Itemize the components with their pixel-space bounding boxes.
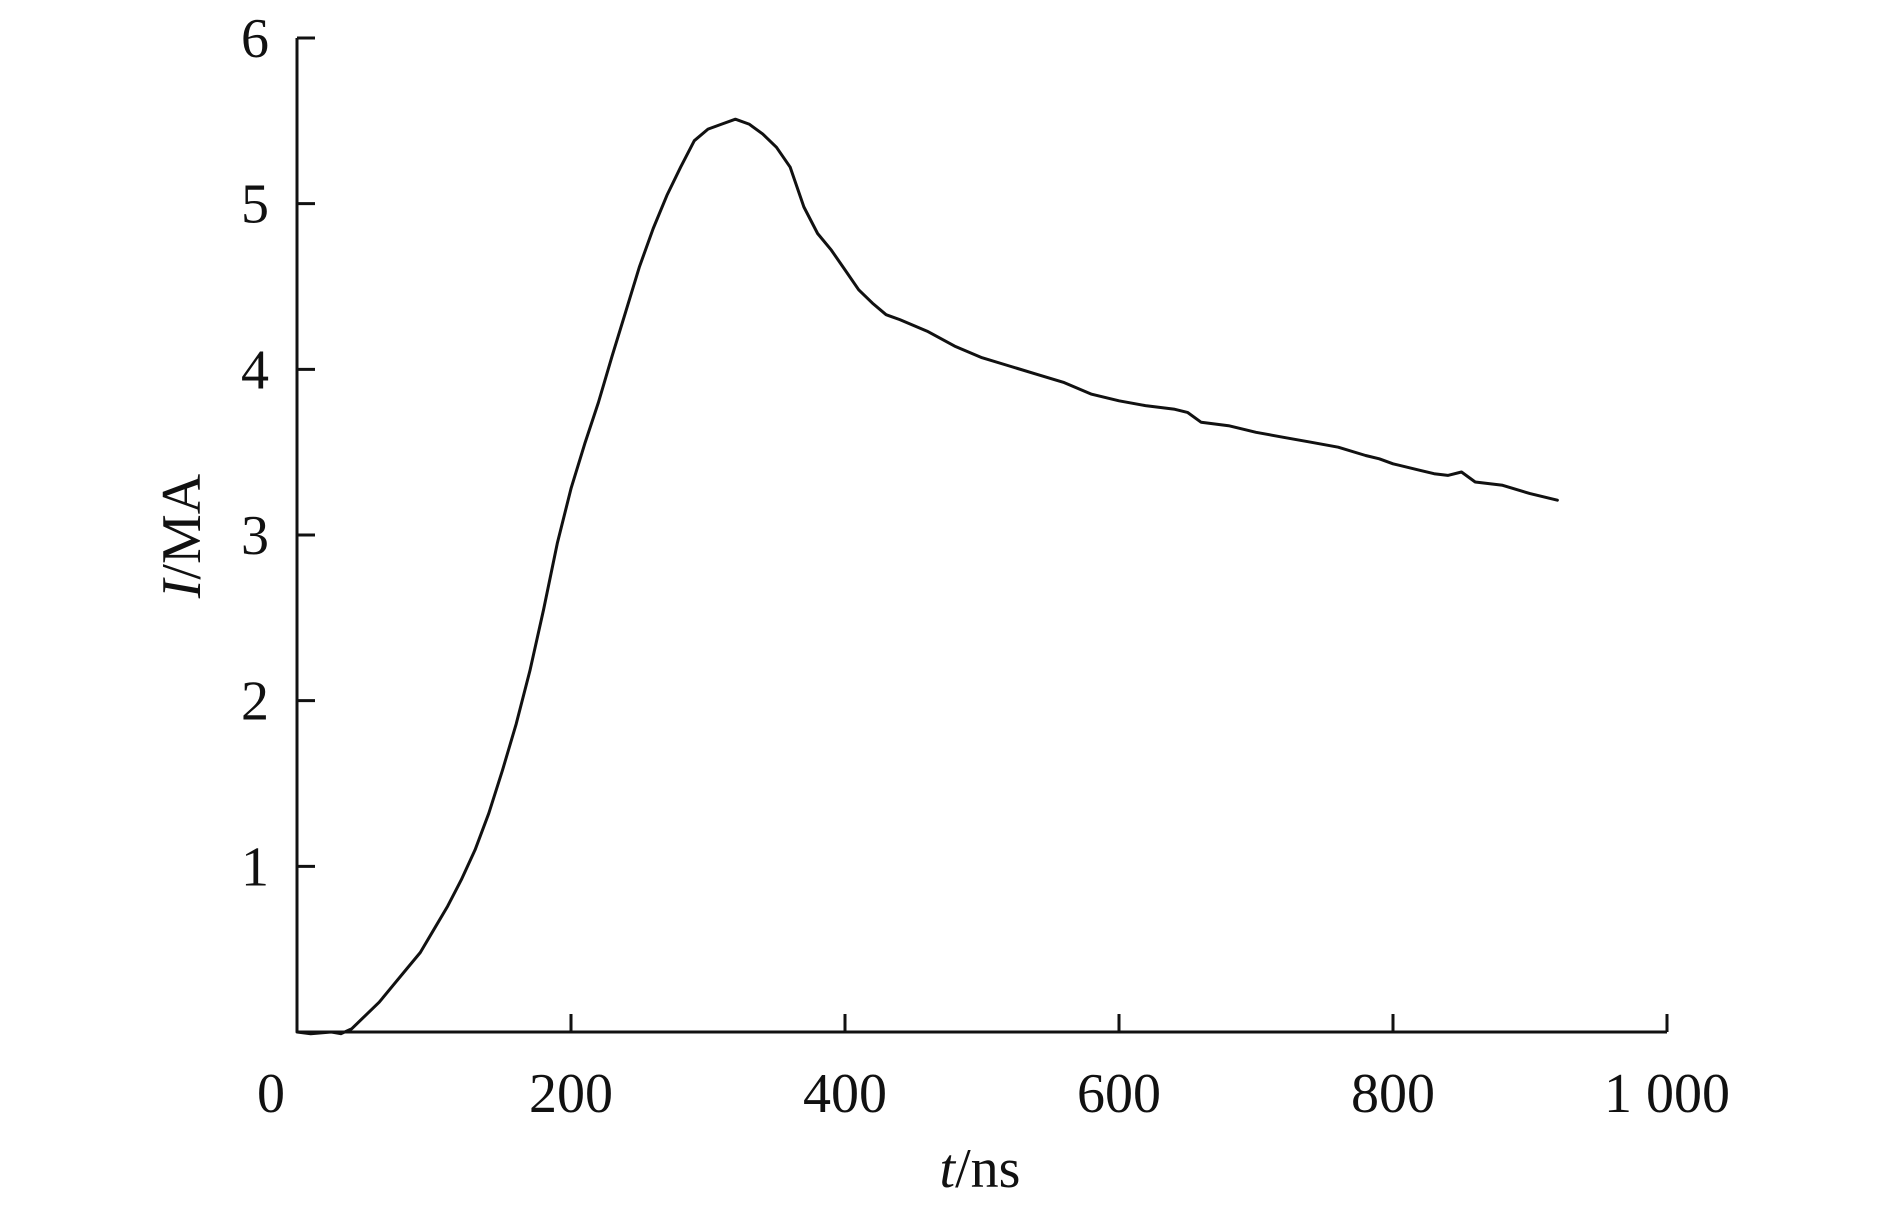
- y-tick-label: 4: [241, 339, 269, 401]
- x-tick-label: 1 000: [1604, 1063, 1730, 1125]
- x-axis-ticks: 0 200 400 600 800 1 000: [257, 1014, 1730, 1125]
- x-axis-unit: /ns: [955, 1138, 1020, 1200]
- x-tick-label: 400: [803, 1063, 887, 1125]
- x-axis-variable: t: [940, 1138, 957, 1200]
- x-tick-label: 600: [1077, 1063, 1161, 1125]
- x-tick-label: 800: [1351, 1063, 1435, 1125]
- y-axis-variable: I: [151, 577, 213, 599]
- x-axis-title: t/ns: [940, 1138, 1021, 1200]
- y-axis-ticks: 1 2 3 4 5 6: [241, 8, 315, 898]
- y-tick-label: 1: [241, 836, 269, 898]
- x-tick-label: 0: [257, 1063, 285, 1125]
- series-line-current: [295, 117, 1559, 1036]
- axes: [295, 38, 1667, 1034]
- y-axis-title: I/MA: [151, 473, 213, 599]
- y-tick-label: 5: [241, 174, 269, 236]
- y-tick-label: 6: [241, 8, 269, 70]
- x-tick-label: 200: [529, 1063, 613, 1125]
- y-axis-unit: /MA: [151, 473, 213, 579]
- series-group: [295, 117, 1559, 1036]
- y-tick-label: 2: [241, 671, 269, 733]
- y-tick-label: 3: [241, 505, 269, 567]
